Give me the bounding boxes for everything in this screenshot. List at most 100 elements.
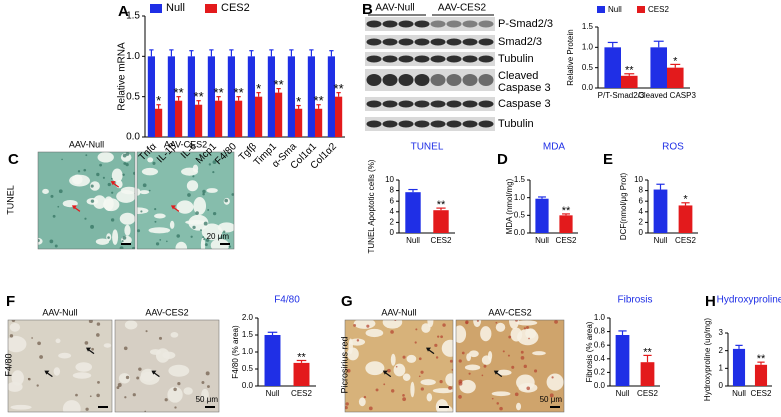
nucleus xyxy=(390,330,394,334)
nucleus xyxy=(9,334,14,338)
nucleus xyxy=(345,406,348,410)
vacuole xyxy=(149,349,162,355)
vacuole xyxy=(496,369,512,376)
vacuole xyxy=(516,320,538,326)
arrow-head xyxy=(493,370,499,375)
significance: * xyxy=(296,94,301,109)
y-tick-label: 1.5 xyxy=(126,11,140,22)
blot-band xyxy=(462,20,478,28)
vacuole xyxy=(353,320,376,329)
nucleus xyxy=(137,229,141,233)
scale-bar xyxy=(98,406,108,408)
vacuole xyxy=(141,167,159,176)
nucleus xyxy=(96,333,100,337)
chart-title: TUNEL xyxy=(411,142,444,153)
nucleus xyxy=(499,406,503,411)
nucleus xyxy=(222,230,226,233)
scale-label: 50 μm xyxy=(540,395,563,404)
nucleus xyxy=(125,375,130,380)
texture xyxy=(8,320,112,412)
nucleus xyxy=(202,236,205,239)
blot-band xyxy=(398,120,414,128)
bar xyxy=(155,108,163,137)
vacuole xyxy=(103,343,112,348)
vacuole xyxy=(365,328,384,338)
nucleus xyxy=(231,193,234,196)
vacuole xyxy=(148,227,171,234)
panel-letter: H xyxy=(705,293,716,310)
image-border xyxy=(136,151,235,250)
legend-swatch xyxy=(637,6,645,13)
nucleus xyxy=(200,229,202,231)
blot-band xyxy=(446,20,462,28)
vacuole xyxy=(510,327,523,342)
bar xyxy=(433,210,449,233)
x-tick-label: Null xyxy=(535,236,549,245)
y-tick-label: 0.5 xyxy=(242,364,254,373)
blot-band xyxy=(398,100,414,108)
blot-group: AAV-CES2 xyxy=(438,3,487,14)
bar xyxy=(405,192,421,233)
y-tick-label: 6 xyxy=(639,196,644,205)
scale-bar xyxy=(439,406,449,408)
nucleus xyxy=(481,374,484,377)
bar xyxy=(147,56,155,138)
vacuole xyxy=(426,393,433,402)
y-tick-label: 0.0 xyxy=(594,381,606,390)
arrow-head xyxy=(151,370,157,375)
nucleus xyxy=(523,327,527,330)
blot-strip xyxy=(365,97,495,111)
y-axis-label: TUNEL Apoptotic cells (%) xyxy=(367,159,376,253)
vacuole xyxy=(358,397,366,407)
scale-bar xyxy=(220,243,230,245)
bar xyxy=(307,56,315,138)
nucleus xyxy=(208,163,212,166)
nucleus xyxy=(228,245,232,248)
vacuole xyxy=(167,386,183,403)
nucleus xyxy=(224,198,228,203)
legend-swatch xyxy=(150,4,162,13)
image-title: AAV-CES2 xyxy=(145,307,188,317)
legend-label: Null xyxy=(608,5,622,14)
blot-band xyxy=(462,74,478,86)
nucleus xyxy=(123,346,128,351)
blot-band xyxy=(366,100,382,108)
vacuole xyxy=(193,196,207,215)
significance: ** xyxy=(625,65,634,77)
blot-band xyxy=(446,55,462,63)
y-tick-label: 0.6 xyxy=(594,340,606,349)
nucleus xyxy=(122,235,127,240)
vacuole xyxy=(162,351,176,360)
blot-band xyxy=(382,55,398,63)
blot-band xyxy=(382,38,398,46)
vacuole xyxy=(112,229,119,245)
nucleus xyxy=(154,208,157,211)
significance: ** xyxy=(174,85,184,100)
bar xyxy=(667,67,684,88)
bar xyxy=(175,100,183,137)
vacuole xyxy=(186,180,199,192)
nucleus xyxy=(440,335,443,339)
bar xyxy=(275,92,283,137)
legend-label: CES2 xyxy=(221,2,250,14)
nucleus xyxy=(107,182,111,187)
nucleus xyxy=(91,347,94,351)
nucleus xyxy=(37,341,41,346)
y-axis-label: Relative mRNA xyxy=(117,42,128,111)
blot-band xyxy=(478,100,494,108)
nucleus xyxy=(36,384,39,387)
vacuole xyxy=(445,373,453,387)
image-title: AAV-Null xyxy=(42,307,77,317)
y-tick-label: 2 xyxy=(639,218,644,227)
y-tick-label: 1 xyxy=(719,363,724,372)
nucleus xyxy=(77,170,81,173)
vacuole xyxy=(200,237,206,249)
nucleus xyxy=(207,209,210,211)
micrograph xyxy=(7,319,113,413)
blot-band xyxy=(414,20,430,28)
nucleus xyxy=(551,376,554,379)
stain-label: F4/80 xyxy=(3,353,13,376)
nucleus xyxy=(437,335,440,338)
y-axis-label: Relative Protein xyxy=(566,29,575,85)
nucleus xyxy=(420,387,424,391)
